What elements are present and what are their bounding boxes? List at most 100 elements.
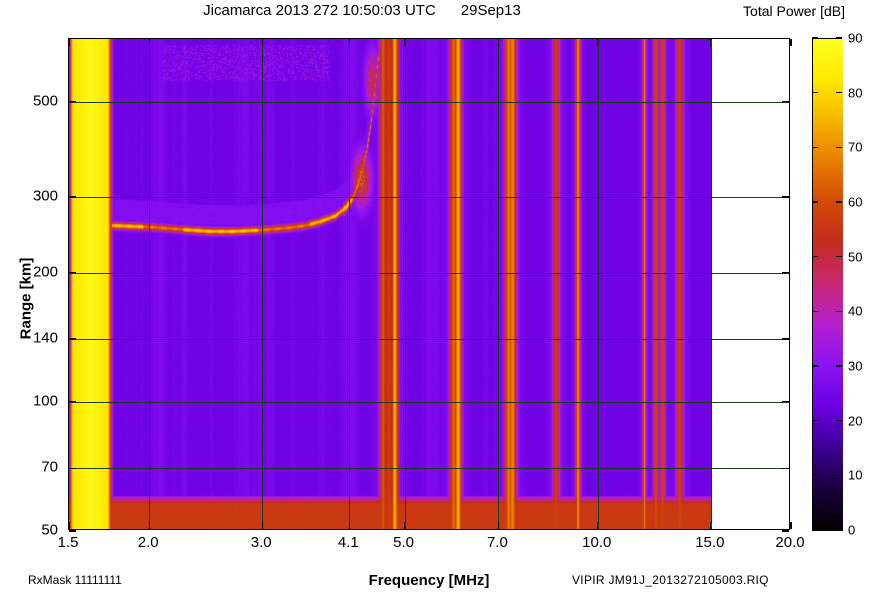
x-tick bbox=[68, 39, 70, 46]
x-tick bbox=[710, 39, 712, 46]
x-tick-label: 2.0 bbox=[137, 534, 159, 551]
x-tick bbox=[790, 39, 792, 46]
colorbar-tick-label: 10 bbox=[848, 467, 863, 483]
colorbar-tick bbox=[812, 146, 818, 148]
x-tick bbox=[497, 39, 500, 46]
colorbar-tick-label: 80 bbox=[848, 85, 863, 101]
source-file-annotation: VIPIR JM91J_2013272105003.RIQ bbox=[572, 573, 769, 587]
colorbar-tick-label: 70 bbox=[848, 139, 863, 155]
y-tick bbox=[69, 467, 76, 469]
y-tick bbox=[69, 530, 76, 532]
colorbar-tick bbox=[836, 146, 842, 148]
y-tick-label: 300 bbox=[32, 187, 58, 205]
colorbar-tick bbox=[812, 256, 818, 258]
x-tick bbox=[348, 39, 350, 46]
x-tick bbox=[790, 522, 792, 529]
x-tick-label: 20.0 bbox=[775, 534, 805, 551]
colorbar bbox=[812, 38, 843, 531]
y-tick-label: 200 bbox=[32, 263, 58, 281]
x-gridline bbox=[597, 39, 599, 529]
x-tick-label: 10.0 bbox=[582, 534, 612, 551]
x-tick bbox=[597, 522, 599, 529]
colorbar-tick bbox=[836, 256, 842, 258]
x-tick bbox=[348, 522, 350, 529]
colorbar-tick-label: 50 bbox=[848, 249, 863, 265]
x-tick bbox=[261, 522, 263, 529]
y-tick-label: 140 bbox=[32, 329, 58, 347]
colorbar-tick bbox=[836, 201, 842, 203]
ionogram-heatmap bbox=[69, 39, 711, 529]
x-tick bbox=[403, 522, 406, 529]
y-gridline bbox=[69, 401, 789, 403]
colorbar-tick bbox=[812, 420, 818, 422]
y-tick bbox=[782, 338, 789, 340]
colorbar-tick-label: 90 bbox=[848, 30, 863, 46]
x-tick bbox=[261, 39, 263, 46]
colorbar-tick bbox=[836, 37, 842, 39]
x-gridline bbox=[498, 39, 500, 529]
colorbar-tick bbox=[836, 474, 842, 476]
y-tick bbox=[782, 101, 789, 103]
y-tick bbox=[69, 101, 76, 103]
colorbar-title: Total Power [dB] bbox=[743, 3, 845, 19]
colorbar-tick-label: 30 bbox=[848, 358, 863, 374]
y-tick bbox=[69, 401, 76, 403]
colorbar-gradient bbox=[813, 39, 843, 531]
y-tick-label: 70 bbox=[41, 458, 58, 476]
x-gridline bbox=[349, 39, 351, 529]
y-tick-label: 50 bbox=[41, 521, 58, 539]
colorbar-tick bbox=[836, 529, 842, 531]
x-tick-label: 3.0 bbox=[250, 534, 272, 551]
x-gridline bbox=[149, 39, 151, 529]
y-tick bbox=[782, 401, 789, 403]
colorbar-tick bbox=[836, 420, 842, 422]
colorbar-tick-label: 40 bbox=[848, 303, 863, 319]
x-tick bbox=[403, 39, 406, 46]
colorbar-tick bbox=[812, 201, 818, 203]
x-tick-label: 7.0 bbox=[486, 534, 508, 551]
y-tick bbox=[69, 271, 76, 274]
colorbar-tick bbox=[812, 310, 818, 312]
x-tick-label: 15.0 bbox=[695, 534, 725, 551]
colorbar-tick-label: 60 bbox=[848, 194, 863, 210]
x-tick bbox=[148, 39, 150, 46]
heatmap-clip bbox=[69, 39, 711, 529]
x-tick bbox=[68, 522, 70, 529]
y-tick bbox=[69, 196, 76, 198]
y-tick bbox=[782, 467, 789, 469]
y-gridline bbox=[69, 101, 789, 103]
x-axis-title: Frequency [MHz] bbox=[368, 572, 490, 589]
colorbar-tick bbox=[812, 529, 818, 531]
y-gridline bbox=[69, 272, 789, 274]
y-tick bbox=[782, 271, 789, 274]
colorbar-tick bbox=[812, 365, 818, 367]
x-tick-label: 5.0 bbox=[393, 534, 415, 551]
colorbar-tick bbox=[812, 474, 818, 476]
x-tick-label: 1.5 bbox=[57, 534, 79, 551]
colorbar-tick-label: 20 bbox=[848, 413, 863, 429]
y-gridline bbox=[69, 197, 789, 198]
x-tick bbox=[710, 522, 712, 529]
colorbar-tick-label: 0 bbox=[848, 522, 856, 538]
y-tick bbox=[69, 338, 76, 340]
x-gridline bbox=[404, 39, 406, 529]
colorbar-tick bbox=[812, 92, 818, 94]
y-tick-label: 100 bbox=[32, 392, 58, 410]
y-tick bbox=[782, 530, 789, 532]
x-tick-label: 4.1 bbox=[337, 534, 359, 551]
x-tick bbox=[597, 39, 599, 46]
colorbar-tick bbox=[836, 310, 842, 312]
x-tick bbox=[148, 522, 150, 529]
y-gridline bbox=[69, 339, 789, 340]
plot-axes bbox=[68, 38, 792, 532]
colorbar-tick bbox=[836, 365, 842, 367]
y-tick bbox=[782, 196, 789, 198]
y-axis-title: Range [km] bbox=[17, 257, 35, 340]
x-tick bbox=[497, 522, 500, 529]
rxmask-annotation: RxMask 11111111 bbox=[28, 573, 122, 587]
x-gridline bbox=[710, 39, 712, 529]
page-title: Jicamarca 2013 272 10:50:03 UTC 29Sep13 bbox=[203, 2, 521, 19]
y-gridline bbox=[69, 468, 789, 470]
colorbar-tick bbox=[836, 92, 842, 94]
